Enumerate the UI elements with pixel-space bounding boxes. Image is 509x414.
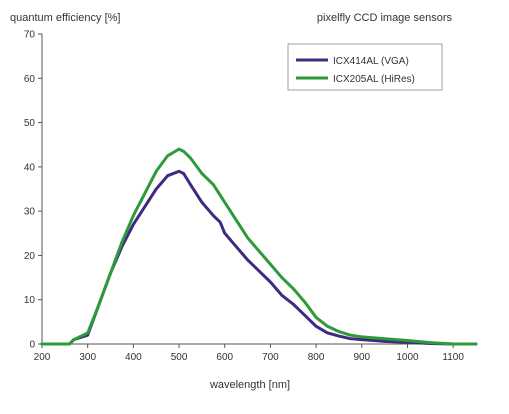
x-tick-label: 1000: [396, 352, 419, 363]
x-tick-label: 700: [262, 352, 279, 363]
y-tick-label: 70: [24, 30, 36, 41]
y-tick-label: 10: [24, 295, 36, 306]
y-axis-label: quantum efficiency [%]: [10, 12, 120, 24]
ticks: 0 10 20 30 40 50 60 70 200 300 400 500 600 700 800 900 1…: [24, 30, 464, 364]
chart-title: pixelfly CCD image sensors: [317, 12, 453, 24]
x-axis-label: wavelength [nm]: [209, 379, 290, 391]
y-tick-label: 0: [29, 340, 35, 351]
y-tick-label: 20: [24, 251, 36, 262]
plot-frame: [41, 34, 476, 345]
legend-label-icx205al: ICX205AL (HiRes): [333, 74, 415, 85]
series-lines: [40, 147, 478, 346]
y-tick-label: 50: [24, 118, 36, 129]
series-line-icx414al: [40, 169, 478, 346]
series-line-icx205al: [40, 147, 478, 346]
x-tick-label: 500: [171, 352, 188, 363]
x-tick-label: 600: [216, 352, 233, 363]
legend-label-icx414al: ICX414AL (VGA): [333, 56, 409, 67]
legend-box: [287, 43, 443, 91]
legend: ICX414AL (VGA) ICX205AL (HiRes): [287, 43, 443, 91]
x-tick-label: 400: [125, 352, 142, 363]
x-tick-label: 900: [353, 352, 370, 363]
x-tick-label: 200: [34, 352, 51, 363]
y-tick-label: 30: [24, 207, 36, 218]
x-tick-label: 1100: [442, 352, 464, 363]
y-tick-label: 60: [24, 74, 36, 85]
y-tick-label: 40: [24, 162, 36, 173]
x-tick-label: 300: [79, 352, 96, 363]
x-tick-label: 800: [308, 352, 325, 363]
